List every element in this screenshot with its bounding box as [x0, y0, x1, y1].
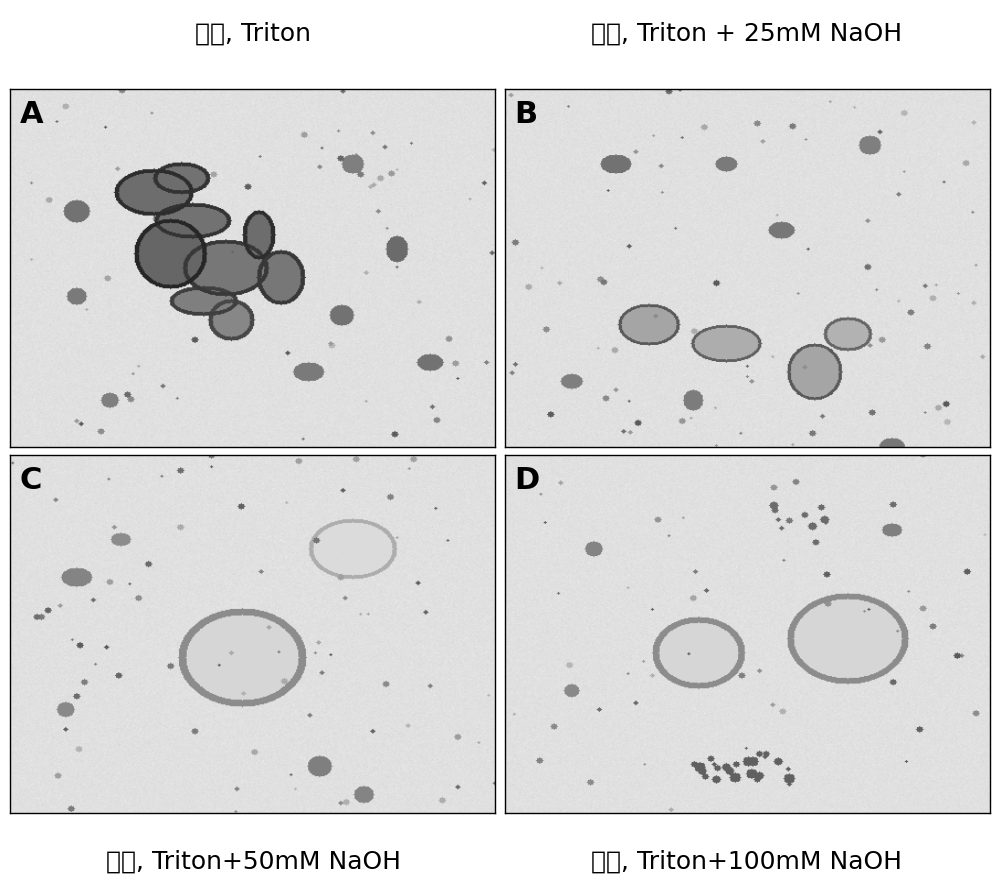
Text: B: B [515, 100, 538, 129]
Text: D: D [515, 466, 540, 494]
Text: 届温, Triton+50mM NaOH: 届温, Triton+50mM NaOH [106, 848, 401, 873]
Text: C: C [20, 466, 42, 494]
Text: 届温, Triton: 届温, Triton [195, 22, 311, 46]
Text: 届温, Triton + 25mM NaOH: 届温, Triton + 25mM NaOH [591, 22, 902, 46]
Text: 届温, Triton+100mM NaOH: 届温, Triton+100mM NaOH [591, 848, 902, 873]
Text: A: A [20, 100, 43, 129]
